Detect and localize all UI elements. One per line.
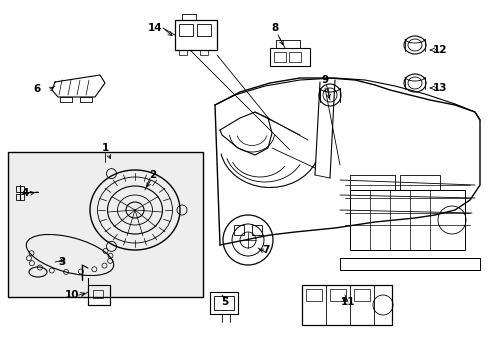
Text: 6: 6 <box>33 84 41 94</box>
Bar <box>8 152 203 297</box>
Bar <box>302 285 391 325</box>
Text: 12: 12 <box>432 45 447 55</box>
Bar <box>269 48 309 66</box>
Bar <box>288 52 301 62</box>
Bar <box>16 186 24 192</box>
Text: 1: 1 <box>101 143 108 153</box>
Bar <box>251 225 262 235</box>
Text: 3: 3 <box>58 257 65 267</box>
Text: 14: 14 <box>147 23 162 33</box>
Bar <box>234 225 244 235</box>
Text: 13: 13 <box>432 83 447 93</box>
Bar <box>399 175 439 190</box>
Text: 4: 4 <box>21 188 29 198</box>
Bar <box>60 97 72 102</box>
Bar <box>349 190 464 250</box>
Bar <box>200 50 207 55</box>
Bar <box>179 50 186 55</box>
Bar <box>273 52 285 62</box>
Bar <box>329 289 346 301</box>
Bar <box>88 285 110 305</box>
Text: 7: 7 <box>262 245 269 255</box>
Text: 5: 5 <box>221 297 228 307</box>
Bar <box>197 24 210 36</box>
Bar <box>175 20 217 50</box>
Bar <box>179 24 193 36</box>
Bar <box>353 289 369 301</box>
Text: 8: 8 <box>271 23 278 33</box>
Text: 10: 10 <box>64 290 79 300</box>
Bar <box>305 289 321 301</box>
Bar <box>93 290 103 298</box>
Bar <box>80 97 92 102</box>
Bar <box>16 194 24 200</box>
Bar <box>214 296 234 310</box>
Bar <box>209 292 238 314</box>
Text: 11: 11 <box>340 297 354 307</box>
Text: 9: 9 <box>321 75 328 85</box>
Text: 2: 2 <box>149 170 156 180</box>
Bar <box>349 175 394 190</box>
